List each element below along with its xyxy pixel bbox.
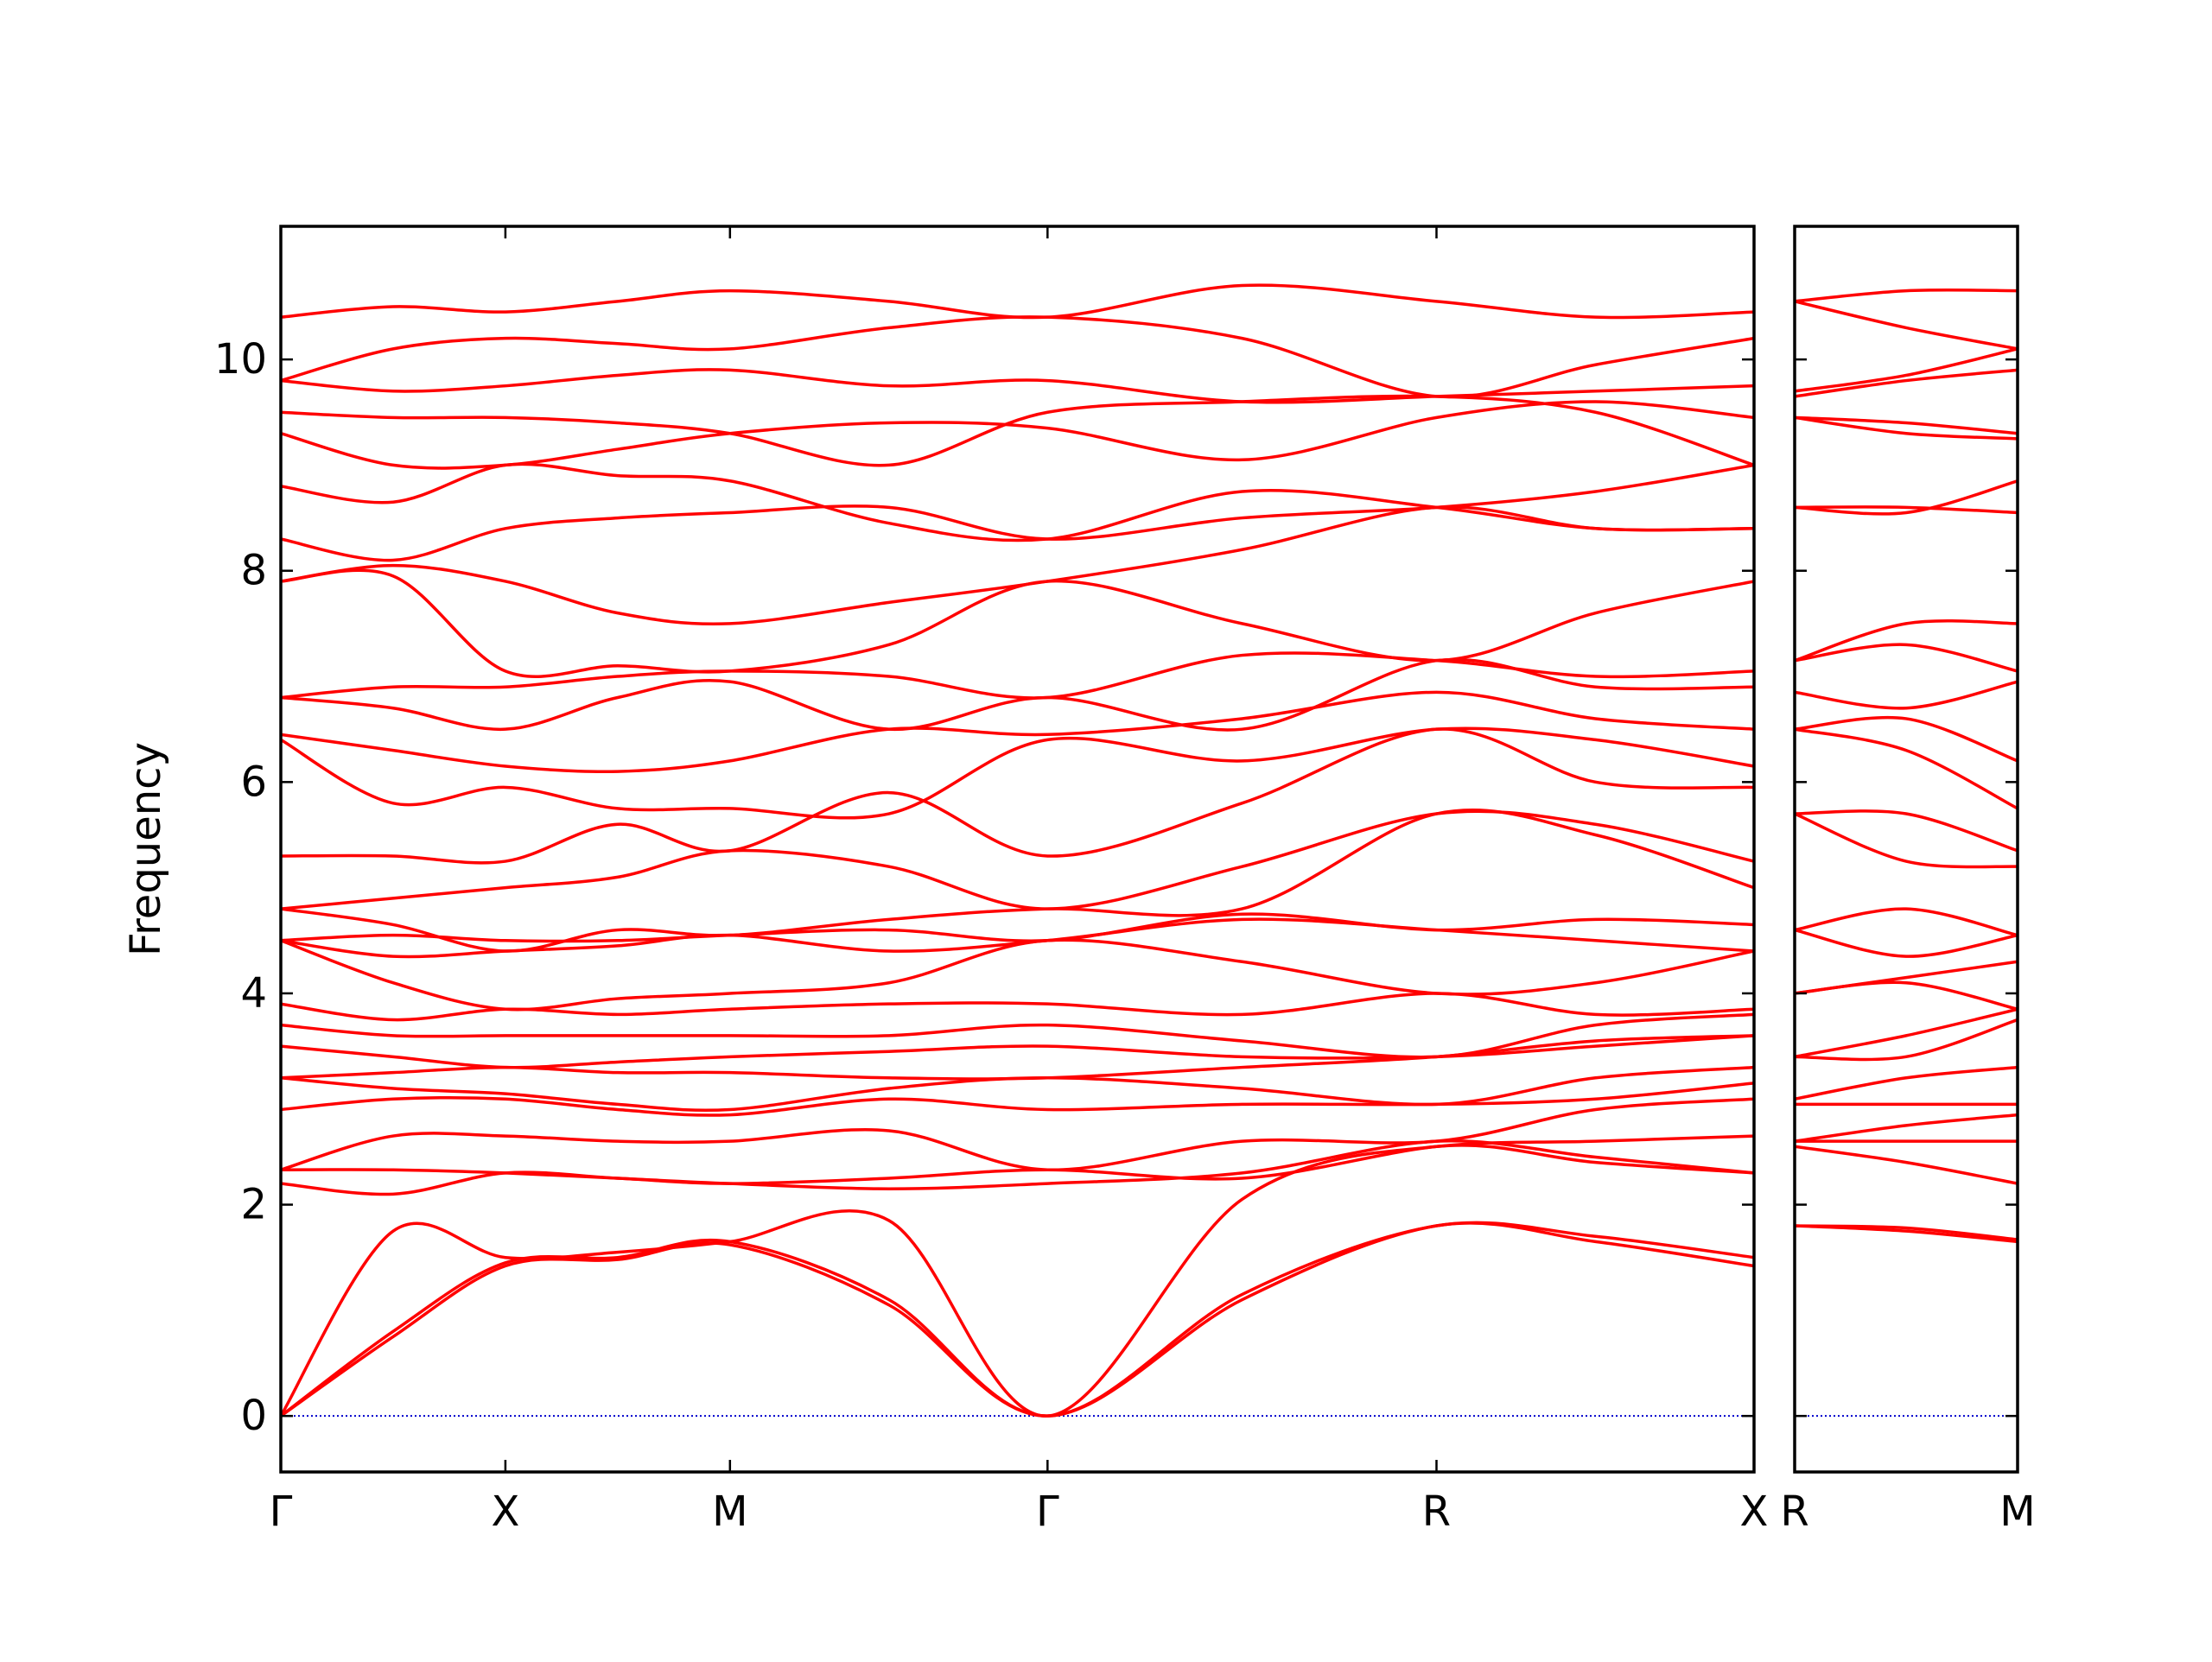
x-tick-label: X (491, 1488, 519, 1536)
band-line (281, 1221, 1754, 1418)
band-line (281, 726, 1754, 820)
band-line (281, 1012, 1754, 1059)
band-line (281, 505, 1754, 625)
y-tick-label: 4 (240, 969, 267, 1018)
band-line (1795, 1018, 2018, 1062)
band-line (281, 938, 1754, 1012)
x-tick-label: Γ (1036, 1488, 1059, 1536)
band-line (1795, 300, 2018, 351)
band-line (1795, 416, 2018, 435)
band-line (1795, 368, 2018, 398)
band-line (1795, 643, 2018, 673)
band-line (281, 808, 1754, 953)
band-line (281, 368, 1754, 404)
x-tick-label: X (1740, 1488, 1769, 1536)
band-line (1795, 618, 2018, 663)
band-line (281, 1097, 1754, 1171)
band-line (1795, 715, 2018, 763)
y-tick-label: 6 (240, 758, 267, 806)
band-line (1795, 812, 2018, 869)
band-line (1795, 505, 2018, 515)
band-line (1795, 1113, 2018, 1143)
y-tick-label: 2 (240, 1181, 267, 1229)
x-tick-label: M (712, 1488, 747, 1536)
band-line (1795, 928, 2018, 958)
y-tick-label: 0 (240, 1392, 267, 1440)
band-line (281, 727, 1754, 865)
x-tick-label: M (1999, 1488, 2035, 1536)
axes-frame (279, 225, 1756, 1474)
band-line (281, 463, 1754, 562)
band-line (1795, 1065, 2018, 1101)
band-line (281, 315, 1754, 399)
band-line (281, 992, 1754, 1022)
band-line (281, 1034, 1754, 1081)
band-line (281, 394, 1754, 467)
band-line (281, 1034, 1754, 1069)
band-line (1795, 1007, 2018, 1059)
band-line (1795, 288, 2018, 303)
band-line (281, 1065, 1754, 1113)
band-line (281, 1221, 1754, 1418)
band-line (281, 1082, 1754, 1117)
band-line (281, 651, 1754, 700)
y-tick-label: 10 (214, 335, 267, 384)
y-axis-label: Frequency (122, 742, 170, 956)
band-line (1795, 479, 2018, 516)
band-line (281, 283, 1754, 320)
band-line (1795, 809, 2018, 853)
axes-frame (1793, 225, 2019, 1474)
panel: 0 2 4 6 8 10 Γ X M Γ R X Frequency (122, 225, 1769, 1536)
x-tick-label: R (1422, 1488, 1451, 1536)
band-line (1795, 727, 2018, 810)
band-line (1795, 680, 2018, 710)
band-line (281, 400, 1754, 470)
band-line (281, 809, 1754, 910)
bands (1795, 288, 2018, 1244)
bands (281, 283, 1754, 1418)
band-line (1795, 907, 2018, 937)
y-tick-label: 8 (240, 547, 267, 595)
band-line (281, 912, 1754, 943)
band-line (1795, 1145, 2018, 1185)
band-line (281, 690, 1754, 774)
band-line (1795, 416, 2018, 441)
band-line (1795, 347, 2018, 393)
band-line (281, 1134, 1754, 1185)
band-line (1795, 1224, 2018, 1241)
band-line (281, 568, 1754, 679)
band-line (1795, 980, 2018, 1012)
x-tick-label: R (1780, 1488, 1808, 1536)
x-tick-label: Γ (270, 1488, 293, 1536)
band-line (281, 657, 1754, 732)
